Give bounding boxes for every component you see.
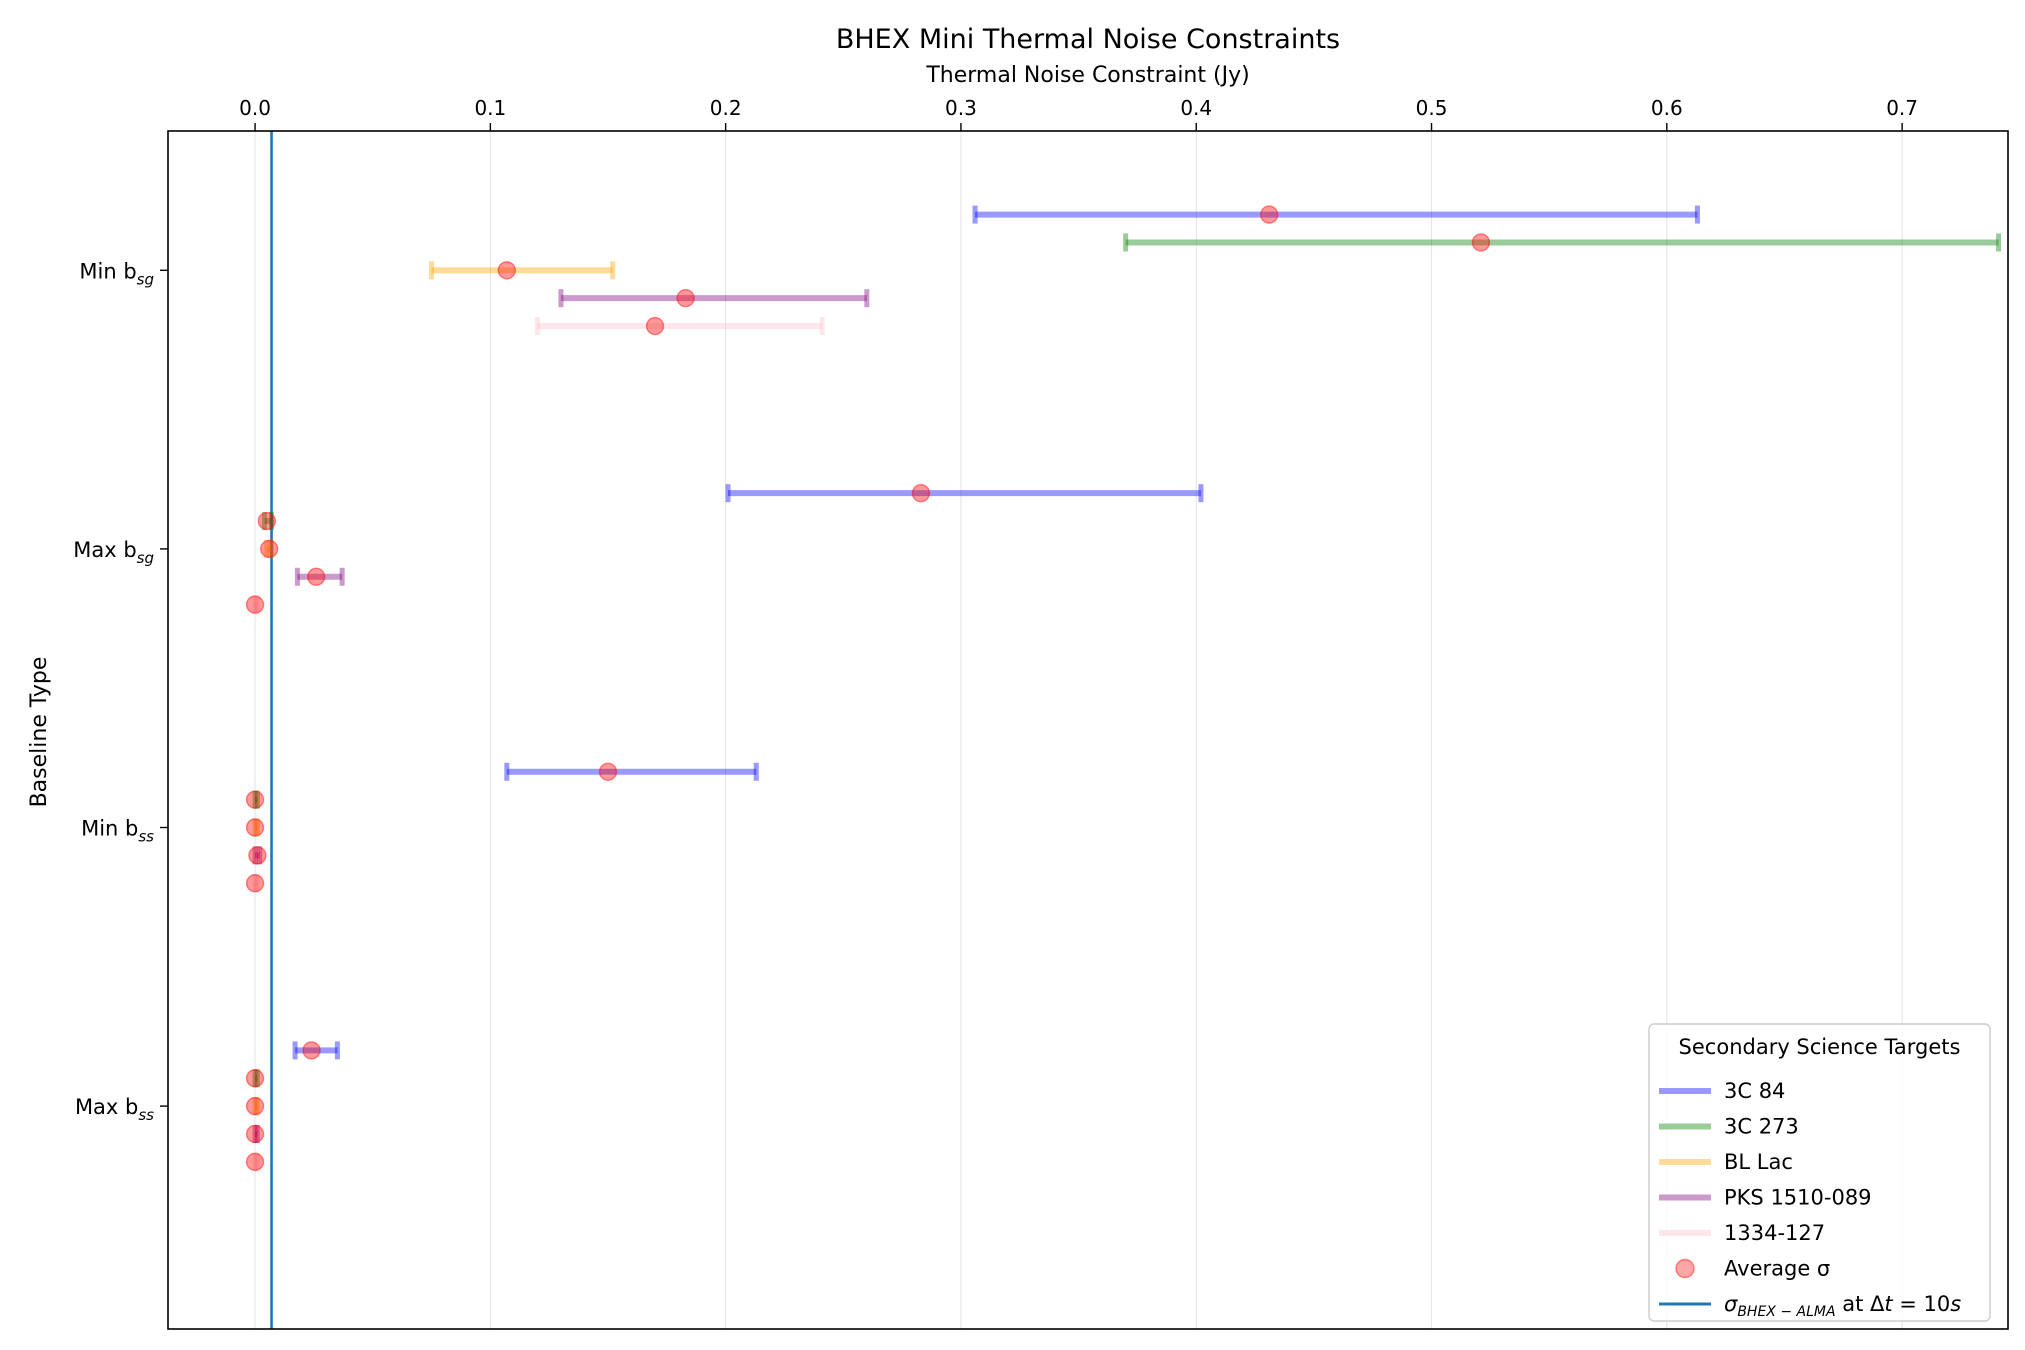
- x-tick-label: 0.4: [1180, 96, 1212, 120]
- legend-sigma: σ: [1724, 1292, 1738, 1316]
- y-tick-label: Min bss: [81, 817, 154, 846]
- series-layer: [245, 205, 2002, 1172]
- legend-eq: = 10: [1893, 1292, 1951, 1316]
- average-marker: [598, 762, 618, 781]
- legend-text-mid: at Δ: [1836, 1292, 1885, 1316]
- legend-label: Average σ: [1724, 1257, 1830, 1281]
- average-marker: [245, 1096, 265, 1116]
- chart-title: BHEX Mini Thermal Noise Constraints: [836, 24, 1340, 55]
- average-marker: [307, 567, 326, 586]
- y-tick-label-subscript: ss: [138, 1106, 154, 1124]
- average-marker: [245, 790, 265, 809]
- y-tick-label-main: Min b: [81, 817, 138, 841]
- x-tick-label: 0.5: [1416, 96, 1448, 120]
- y-tick-label: Min bsg: [79, 259, 154, 288]
- average-marker: [302, 1041, 321, 1060]
- y-axis-label: Baseline Type: [27, 657, 52, 808]
- x-axis-ticks: 0.0 0.1 0.2 0.3 0.4 0.5 0.6 0.7: [239, 96, 1918, 131]
- average-marker: [245, 1124, 265, 1144]
- legend-label: σBHEX − ALMA at Δt = 10s: [1724, 1292, 1961, 1320]
- average-marker: [245, 818, 265, 837]
- legend-t: t: [1884, 1292, 1893, 1316]
- average-marker: [245, 1069, 265, 1088]
- y-tick-label-main: Max b: [75, 1095, 138, 1119]
- legend-label: 3C 273: [1724, 1115, 1799, 1139]
- average-marker: [1259, 205, 1279, 224]
- average-marker: [645, 316, 665, 336]
- average-marker: [245, 595, 265, 614]
- y-tick-label-subscript: sg: [137, 549, 154, 567]
- x-tick-label: 0.7: [1886, 96, 1918, 120]
- average-marker: [259, 539, 279, 559]
- average-marker: [911, 483, 931, 503]
- y-tick-label-subscript: ss: [138, 828, 154, 846]
- y-tick-label-main: Max b: [73, 538, 136, 562]
- legend-label: 1334-127: [1724, 1221, 1825, 1245]
- average-marker: [245, 874, 265, 893]
- legend-label: PKS 1510-089: [1724, 1186, 1872, 1210]
- x-tick-label: 0.0: [239, 96, 271, 120]
- x-tick-label: 0.2: [710, 96, 742, 120]
- average-marker: [245, 1152, 265, 1172]
- plot-frame: [167, 130, 2009, 1330]
- average-marker: [676, 288, 695, 308]
- average-marker: [1471, 233, 1491, 252]
- x-tick-label: 0.6: [1651, 96, 1683, 120]
- average-marker: [257, 511, 277, 531]
- legend-subscript: BHEX − ALMA: [1737, 1304, 1835, 1320]
- legend-title: Secondary Science Targets: [1679, 1035, 1961, 1059]
- x-tick-label: 0.3: [945, 96, 977, 120]
- y-tick-label: Max bsg: [73, 538, 154, 567]
- legend: Secondary Science Targets 3C 84 3C 273 BL L…: [1648, 1023, 1991, 1322]
- x-tick-label: 0.1: [474, 96, 506, 120]
- legend-label: BL Lac: [1724, 1150, 1793, 1174]
- x-axis-label: Thermal Noise Constraint (Jy): [925, 63, 1249, 88]
- legend-s: s: [1950, 1292, 1961, 1316]
- average-marker: [497, 261, 517, 280]
- y-tick-label: Max bss: [75, 1095, 154, 1124]
- legend-box: [1648, 1023, 1991, 1322]
- legend-label: 3C 84: [1724, 1079, 1785, 1103]
- y-tick-label-subscript: sg: [137, 270, 154, 288]
- y-tick-label-main: Min b: [79, 259, 136, 283]
- legend-marker: [1675, 1258, 1695, 1279]
- average-marker: [248, 846, 267, 865]
